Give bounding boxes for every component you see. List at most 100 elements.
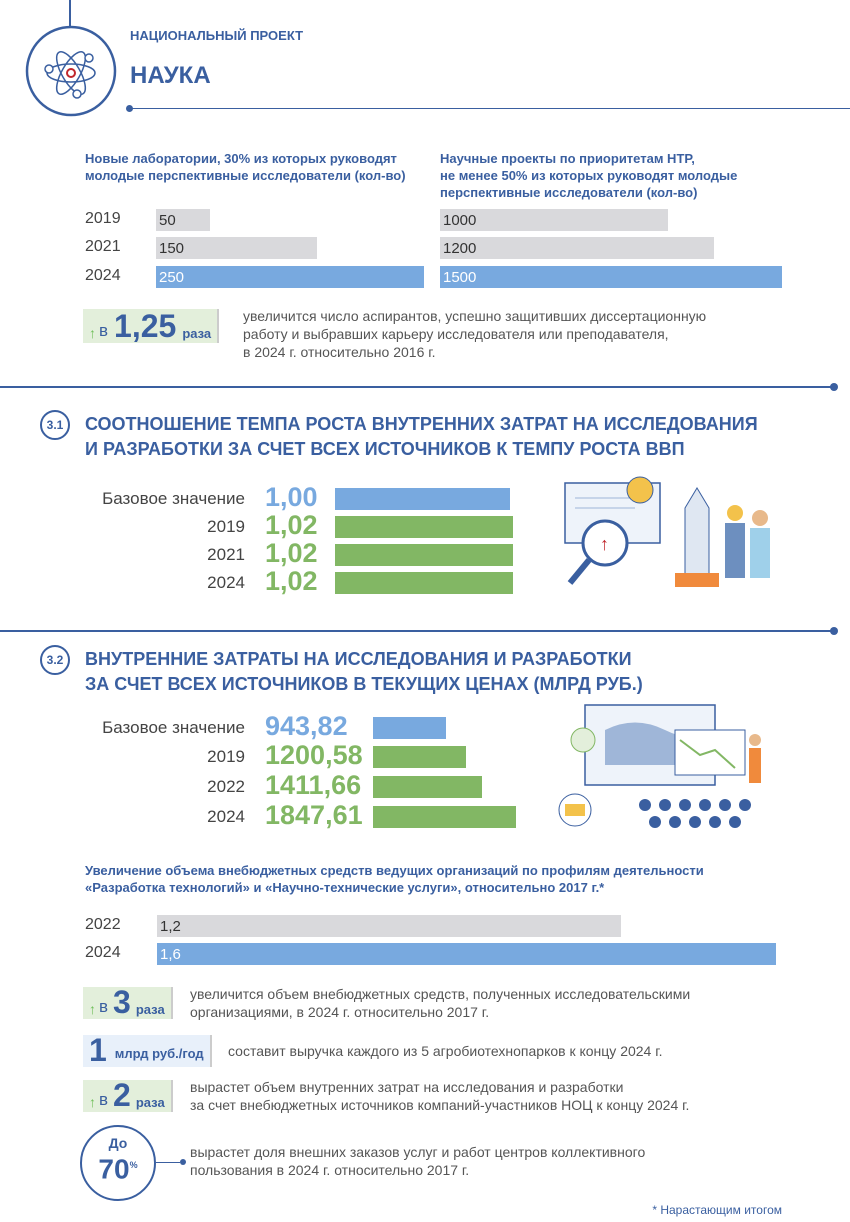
badge-value: 1	[89, 1032, 107, 1068]
title-line: ЗА СЧЕТ ВСЕХ ИСТОЧНИКОВ В ТЕКУЩИХ ЦЕНАХ …	[85, 674, 643, 694]
bar	[373, 776, 483, 798]
text-line: вырастет объем внутренних затрат на иссл…	[190, 1079, 624, 1095]
category-label: 2021	[85, 238, 121, 255]
badge-unit: раза	[182, 326, 212, 341]
analytics-illustration	[558, 704, 761, 828]
category-label: 2024	[207, 573, 245, 592]
title-line: Новые лаборатории, 30% из которых руково…	[85, 151, 397, 166]
percent-circle: До 70%	[80, 1125, 156, 1201]
callout-badge: 1 млрд руб./год	[83, 1032, 212, 1068]
title-line: СООТНОШЕНИЕ ТЕМПА РОСТА ВНУТРЕННИХ ЗАТРА…	[85, 414, 758, 434]
bar: 1200	[440, 237, 714, 259]
category-label: 2024	[85, 267, 121, 284]
value-label: 1,02	[265, 510, 318, 540]
circle-unit: %	[129, 1160, 138, 1170]
bar: 1000	[440, 209, 668, 231]
value-label: 1,02	[265, 566, 318, 596]
bar	[373, 746, 466, 768]
circle-value: 70	[98, 1153, 130, 1185]
title-line: Увеличение объема внебюджетных средств в…	[85, 863, 704, 878]
section-number-text: 3.2	[46, 653, 64, 667]
callout-badge: ↑ в 1,25 раза	[83, 308, 220, 344]
bar	[335, 572, 513, 594]
science-illustration: ↑	[564, 476, 770, 587]
bar: 1,2	[157, 915, 622, 937]
text-line: увеличится число аспирантов, успешно защ…	[243, 308, 707, 324]
value-label: 943,82	[265, 711, 348, 741]
callout-text: увеличится объем внебюджетных средств, п…	[190, 985, 690, 1021]
callout-badge: ↑ в 2 раза	[83, 1077, 173, 1113]
category-label: 2019	[207, 747, 245, 766]
section-number: 3.2	[40, 645, 70, 675]
value-label: 1,02	[265, 538, 318, 568]
header-divider	[130, 108, 850, 109]
header-subtitle: НАЦИОНАЛЬНЫЙ ПРОЕКТ	[130, 28, 304, 43]
footnote: * Нарастающим итогом	[652, 1203, 782, 1217]
text-line: организациями, в 2024 г. относительно 20…	[190, 1004, 490, 1020]
badge-value: 2	[113, 1077, 131, 1113]
bar	[373, 806, 516, 828]
bar: 1,6	[157, 943, 776, 965]
svg-text:↑: ↑	[600, 534, 609, 554]
section-title: СООТНОШЕНИЕ ТЕМПА РОСТА ВНУТРЕННИХ ЗАТРА…	[85, 412, 758, 462]
category-label: 2024	[207, 807, 245, 826]
text-line: за счет внебюджетных источников компаний…	[190, 1097, 690, 1113]
text-line: пользования в 2024 г. относительно 2017 …	[190, 1162, 470, 1178]
title-line: И РАЗРАБОТКИ ЗА СЧЕТ ВСЕХ ИСТОЧНИКОВ К Т…	[85, 439, 685, 459]
category-label: Базовое значение	[102, 718, 245, 737]
arrow-up-icon: ↑	[89, 1001, 96, 1017]
title-line: «Разработка технологий» и «Научно-технич…	[85, 880, 605, 895]
divider-dot	[126, 105, 133, 112]
bar: 50	[156, 209, 210, 231]
callout-text: вырастет объем внутренних затрат на иссл…	[190, 1078, 689, 1114]
bar: 250	[156, 266, 424, 288]
section-divider	[0, 630, 832, 632]
text-line: вырастет доля внешних заказов услуг и ра…	[190, 1144, 646, 1160]
badge-value: 1,25	[114, 308, 177, 344]
text-line: составит выручка каждого из 5 агробиотех…	[228, 1043, 663, 1059]
text-line: в 2024 г. относительно 2016 г.	[243, 344, 436, 360]
badge-unit: раза	[135, 1002, 165, 1017]
circle-prefix: До	[108, 1135, 128, 1151]
divider-dot	[830, 627, 838, 635]
section-divider	[0, 386, 832, 388]
arrow-up-icon: ↑	[89, 1094, 96, 1110]
text-line: работу и выбравших карьеру исследователя…	[243, 326, 669, 342]
callout-text: составит выручка каждого из 5 агробиотех…	[228, 1042, 663, 1060]
bar: 150	[156, 237, 317, 259]
connector-dot	[180, 1159, 186, 1165]
connector-line	[156, 1162, 180, 1163]
text-line: увеличится объем внебюджетных средств, п…	[190, 986, 691, 1002]
header-title: НАУКА	[130, 62, 211, 89]
title-line: Научные проекты по приоритетам НТР,	[440, 151, 695, 166]
title-line: ВНУТРЕННИЕ ЗАТРАТЫ НА ИССЛЕДОВАНИЯ И РАЗ…	[85, 649, 632, 669]
bar	[373, 717, 447, 739]
title-line: молодые перспективные исследователи (кол…	[85, 168, 406, 183]
section-title: ВНУТРЕННИЕ ЗАТРАТЫ НА ИССЛЕДОВАНИЯ И РАЗ…	[85, 647, 643, 697]
category-label: 2022	[207, 777, 245, 796]
category-label: 2019	[85, 210, 121, 227]
callout-text: увеличится число аспирантов, успешно защ…	[243, 307, 706, 361]
callout-text: вырастет доля внешних заказов услуг и ра…	[190, 1143, 645, 1179]
category-label: Базовое значение	[102, 489, 245, 508]
bar: 1500	[440, 266, 782, 288]
title-line: перспективные исследователи (кол-во)	[440, 185, 698, 200]
arrow-up-icon: ↑	[89, 325, 96, 341]
badge-prefix: в	[99, 321, 109, 340]
badge-unit: раза	[135, 1095, 165, 1110]
category-label: 2022	[85, 916, 121, 933]
title-line: не менее 50% из которых руководят молоды…	[440, 168, 738, 183]
badge-value: 3	[113, 984, 131, 1020]
bar	[335, 488, 510, 510]
bar	[335, 516, 513, 538]
callout-badge: ↑ в 3 раза	[83, 984, 173, 1020]
value-label: 1200,58	[265, 740, 363, 770]
category-label: 2024	[85, 944, 121, 961]
header-line	[69, 0, 71, 26]
divider-dot	[830, 383, 838, 391]
category-label: 2019	[207, 517, 245, 536]
value-label: 1847,61	[265, 800, 363, 830]
value-label: 1,00	[265, 482, 318, 512]
chart-projects-title: Научные проекты по приоритетам НТР, не м…	[440, 150, 737, 201]
section-number: 3.1	[40, 410, 70, 440]
